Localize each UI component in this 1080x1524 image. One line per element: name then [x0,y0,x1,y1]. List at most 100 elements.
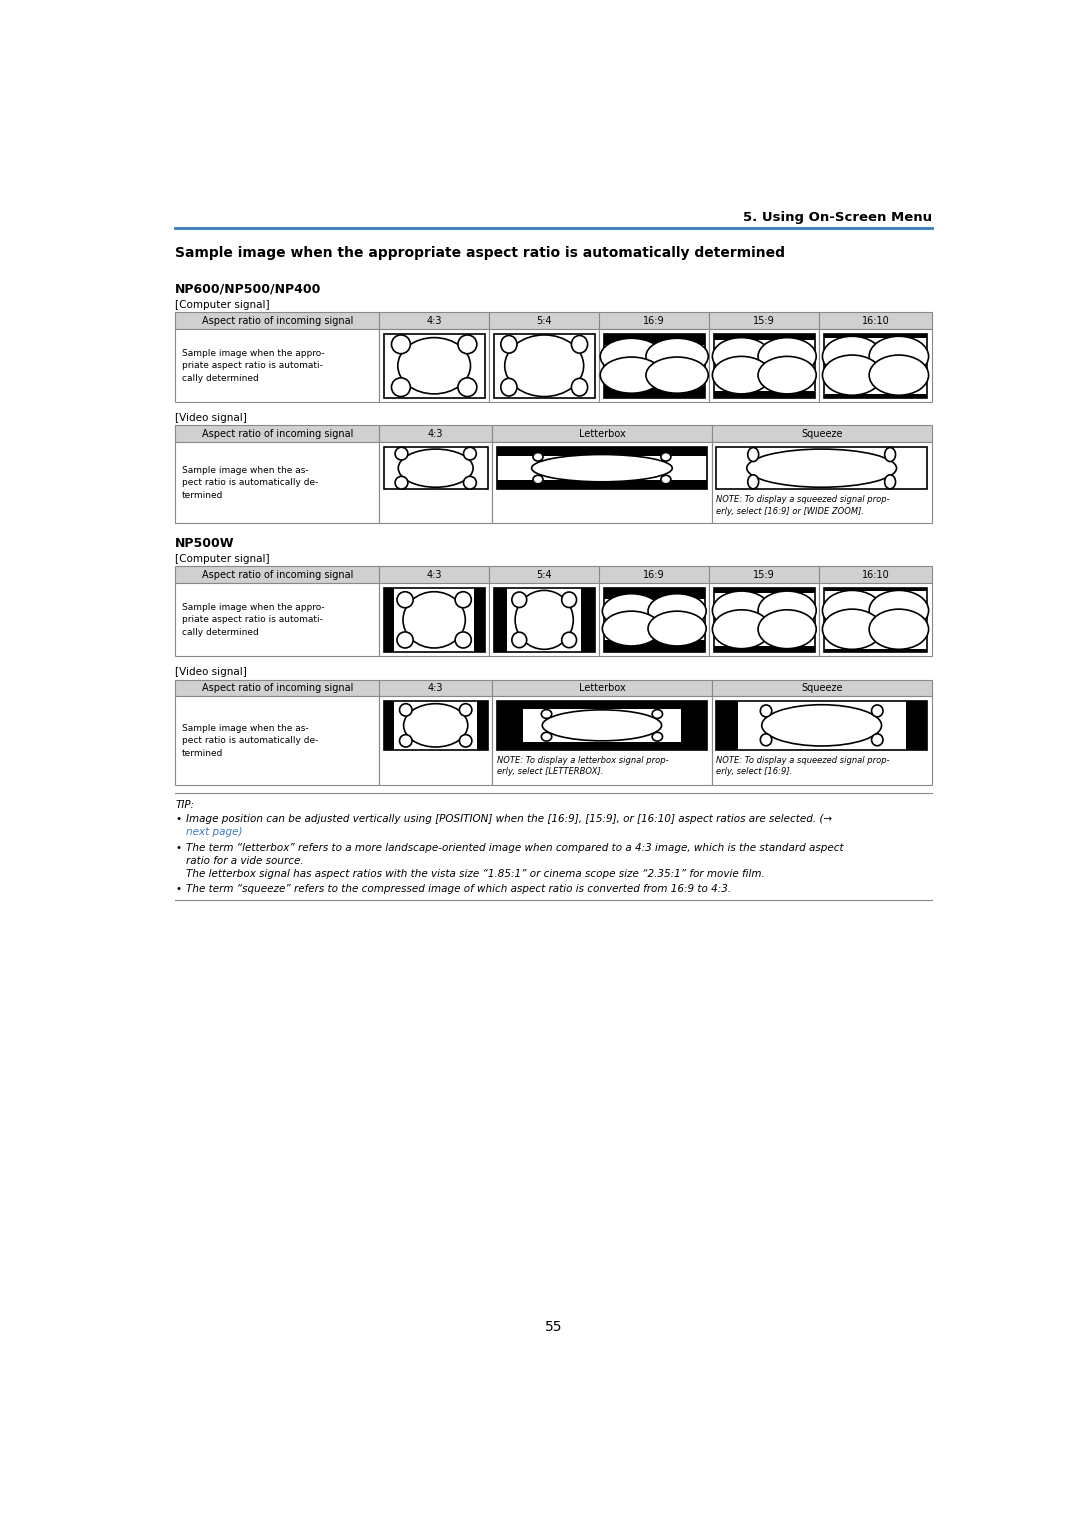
Bar [716,701,927,750]
Text: 55: 55 [544,1320,563,1334]
Text: Aspect ratio of incoming signal: Aspect ratio of incoming signal [202,315,353,326]
Text: 15:9: 15:9 [754,570,775,579]
Bar [379,442,492,523]
Bar [714,334,814,398]
Text: 5. Using On-Screen Menu: 5. Using On-Screen Menu [743,212,932,224]
Text: TIP:: TIP: [175,800,194,811]
Text: NOTE: To display a squeezed signal prop-
erly, select [16:9] or [WIDE ZOOM].: NOTE: To display a squeezed signal prop-… [716,495,890,517]
Ellipse shape [571,335,588,354]
Ellipse shape [758,591,816,629]
Ellipse shape [600,338,662,375]
Bar [710,312,820,329]
Text: 15:9: 15:9 [754,315,775,326]
Bar [710,567,820,584]
Text: The term “squeeze” refers to the compressed image of which aspect ratio is conve: The term “squeeze” refers to the compres… [186,884,731,895]
Text: 16:10: 16:10 [862,315,890,326]
Ellipse shape [391,335,410,354]
Ellipse shape [648,611,706,646]
Ellipse shape [648,594,706,628]
Ellipse shape [562,591,577,608]
Ellipse shape [747,475,758,489]
Ellipse shape [531,454,672,482]
Ellipse shape [823,355,882,395]
Ellipse shape [400,735,411,747]
Bar [714,392,814,398]
Ellipse shape [459,735,472,747]
Ellipse shape [404,704,468,747]
Bar [383,701,394,750]
Ellipse shape [458,378,477,396]
Bar [716,701,738,750]
Ellipse shape [872,706,883,716]
Ellipse shape [463,477,476,489]
Text: Letterbox: Letterbox [579,428,625,439]
Ellipse shape [395,477,408,489]
Text: Squeeze: Squeeze [801,683,842,693]
Bar [824,649,927,652]
Bar [494,588,508,652]
Ellipse shape [400,704,411,716]
Ellipse shape [872,735,883,745]
Bar [474,588,485,652]
Ellipse shape [399,450,473,488]
Text: 16:9: 16:9 [644,570,665,579]
Text: next page): next page) [186,828,243,837]
Bar [497,701,707,709]
Bar [824,334,927,398]
Bar [497,701,523,750]
Ellipse shape [532,475,543,483]
Ellipse shape [713,338,770,375]
Bar [497,701,707,750]
Bar [383,701,488,750]
Ellipse shape [512,632,527,648]
Bar [379,680,492,696]
Ellipse shape [515,590,573,649]
Bar [604,386,704,398]
Bar [175,680,379,696]
Ellipse shape [459,704,472,716]
Text: •: • [175,884,181,895]
Ellipse shape [455,591,471,608]
Bar [599,312,710,329]
Bar [710,584,820,657]
Ellipse shape [760,735,772,745]
Bar [492,442,712,523]
Text: The letterbox signal has aspect ratios with the vista size “1.85:1” or cinema sc: The letterbox signal has aspect ratios w… [186,869,765,879]
Bar [379,584,489,657]
Text: •: • [175,814,181,824]
Text: NP600/NP500/NP400: NP600/NP500/NP400 [175,283,322,296]
Ellipse shape [600,357,662,393]
Text: Sample image when the appro-
priate aspect ratio is automati-
cally determined: Sample image when the appro- priate aspe… [181,604,324,637]
Ellipse shape [869,355,929,395]
Ellipse shape [869,590,929,631]
Text: NOTE: To display a squeezed signal prop-
erly, select [16:9].: NOTE: To display a squeezed signal prop-… [716,756,890,776]
Text: Sample image when the appropriate aspect ratio is automatically determined: Sample image when the appropriate aspect… [175,245,785,261]
Bar [681,701,707,750]
Text: Aspect ratio of incoming signal: Aspect ratio of incoming signal [202,428,353,439]
Ellipse shape [747,448,758,462]
Text: Sample image when the as-
pect ratio is automatically de-
termined: Sample image when the as- pect ratio is … [181,724,318,757]
Bar [383,447,488,489]
Text: 16:9: 16:9 [644,315,665,326]
Bar [714,334,814,340]
Ellipse shape [758,610,816,649]
Ellipse shape [455,632,471,648]
Bar [710,329,820,402]
Bar [379,312,489,329]
Ellipse shape [823,337,882,376]
Bar [712,680,932,696]
Bar [497,447,707,456]
Bar [599,567,710,584]
Text: The term “letterbox” refers to a more landscape-oriented image when compared to : The term “letterbox” refers to a more la… [186,843,843,853]
Ellipse shape [760,706,772,716]
Text: 16:10: 16:10 [862,570,890,579]
Text: ratio for a vide source.: ratio for a vide source. [186,856,303,866]
Ellipse shape [571,378,588,396]
Ellipse shape [823,610,882,649]
Bar [604,588,704,652]
Bar [820,584,932,657]
Text: [Computer signal]: [Computer signal] [175,555,270,564]
Text: 5:4: 5:4 [537,570,552,579]
Ellipse shape [501,335,517,354]
Ellipse shape [869,610,929,649]
